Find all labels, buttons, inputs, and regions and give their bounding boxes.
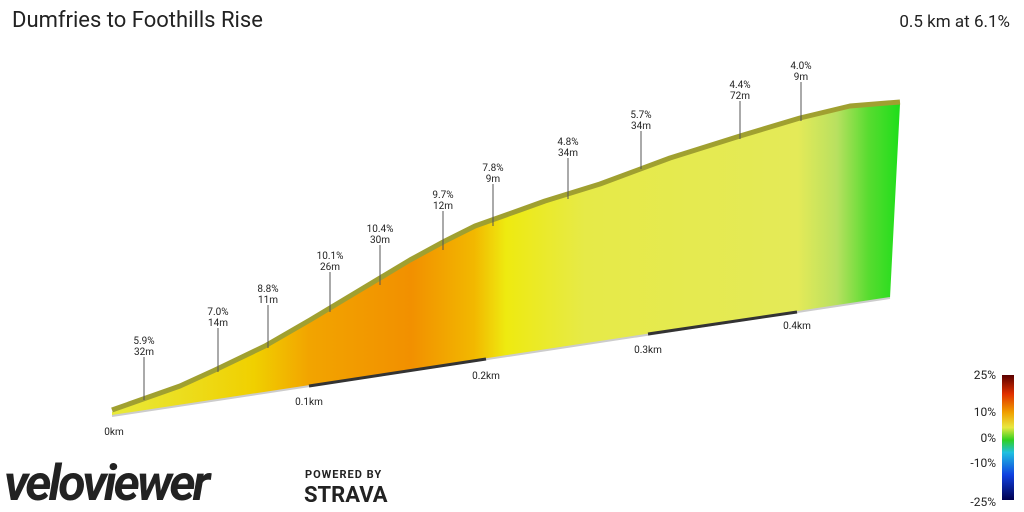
- annotation-grade: 9.7%: [432, 190, 453, 201]
- annotation-grade: 8.8%: [257, 284, 278, 295]
- powered-by: POWERED BY: [305, 468, 382, 481]
- legend-label: -10%: [970, 456, 996, 470]
- distance-label: 0km: [104, 427, 124, 438]
- subtitle: 0.5 km at 6.1%: [899, 12, 1010, 32]
- annotation-grade: 10.1%: [317, 251, 344, 262]
- annotation-grade: 7.8%: [482, 163, 503, 174]
- distance-label: 0.4km: [783, 321, 811, 332]
- annotation-length: 34m: [558, 148, 578, 159]
- annotation-grade: 4.4%: [729, 80, 750, 91]
- distance-label: 0.2km: [472, 371, 500, 382]
- annotation-grade: 5.9%: [133, 336, 154, 347]
- annotation-length: 26m: [320, 262, 340, 273]
- annotation-length: 34m: [631, 121, 651, 132]
- annotation-length: 9m: [794, 72, 809, 83]
- legend-label: 25%: [974, 368, 996, 382]
- grade-scale: [1002, 375, 1014, 500]
- annotation-length: 9m: [486, 174, 501, 185]
- annotation-length: 72m: [730, 91, 750, 102]
- profile-face: [112, 104, 900, 416]
- annotation-grade: 10.4%: [367, 224, 394, 235]
- distance-label: 0.3km: [634, 345, 662, 356]
- legend-label: 0%: [980, 431, 996, 445]
- annotation-length: 32m: [134, 347, 154, 358]
- annotation-grade: 7.0%: [207, 307, 228, 318]
- title: Dumfries to Foothills Rise: [12, 8, 263, 33]
- legend-label: 10%: [974, 405, 996, 419]
- annotation-length: 11m: [258, 295, 278, 306]
- annotation-grade: 4.0%: [790, 61, 811, 72]
- annotation-length: 30m: [370, 235, 390, 246]
- brand-logo: veloviewer: [4, 455, 213, 512]
- annotation-length: 12m: [433, 201, 453, 212]
- profile-top: [111, 99, 901, 413]
- distance-label: 0.1km: [295, 397, 323, 408]
- annotation-length: 14m: [208, 318, 228, 329]
- distance-band: [308, 357, 487, 388]
- distance-band: [647, 310, 798, 336]
- annotation-grade: 5.7%: [630, 110, 651, 121]
- strava-logo: STRAVA: [304, 483, 388, 508]
- legend-label: -25%: [970, 495, 996, 509]
- annotation-grade: 4.8%: [557, 137, 578, 148]
